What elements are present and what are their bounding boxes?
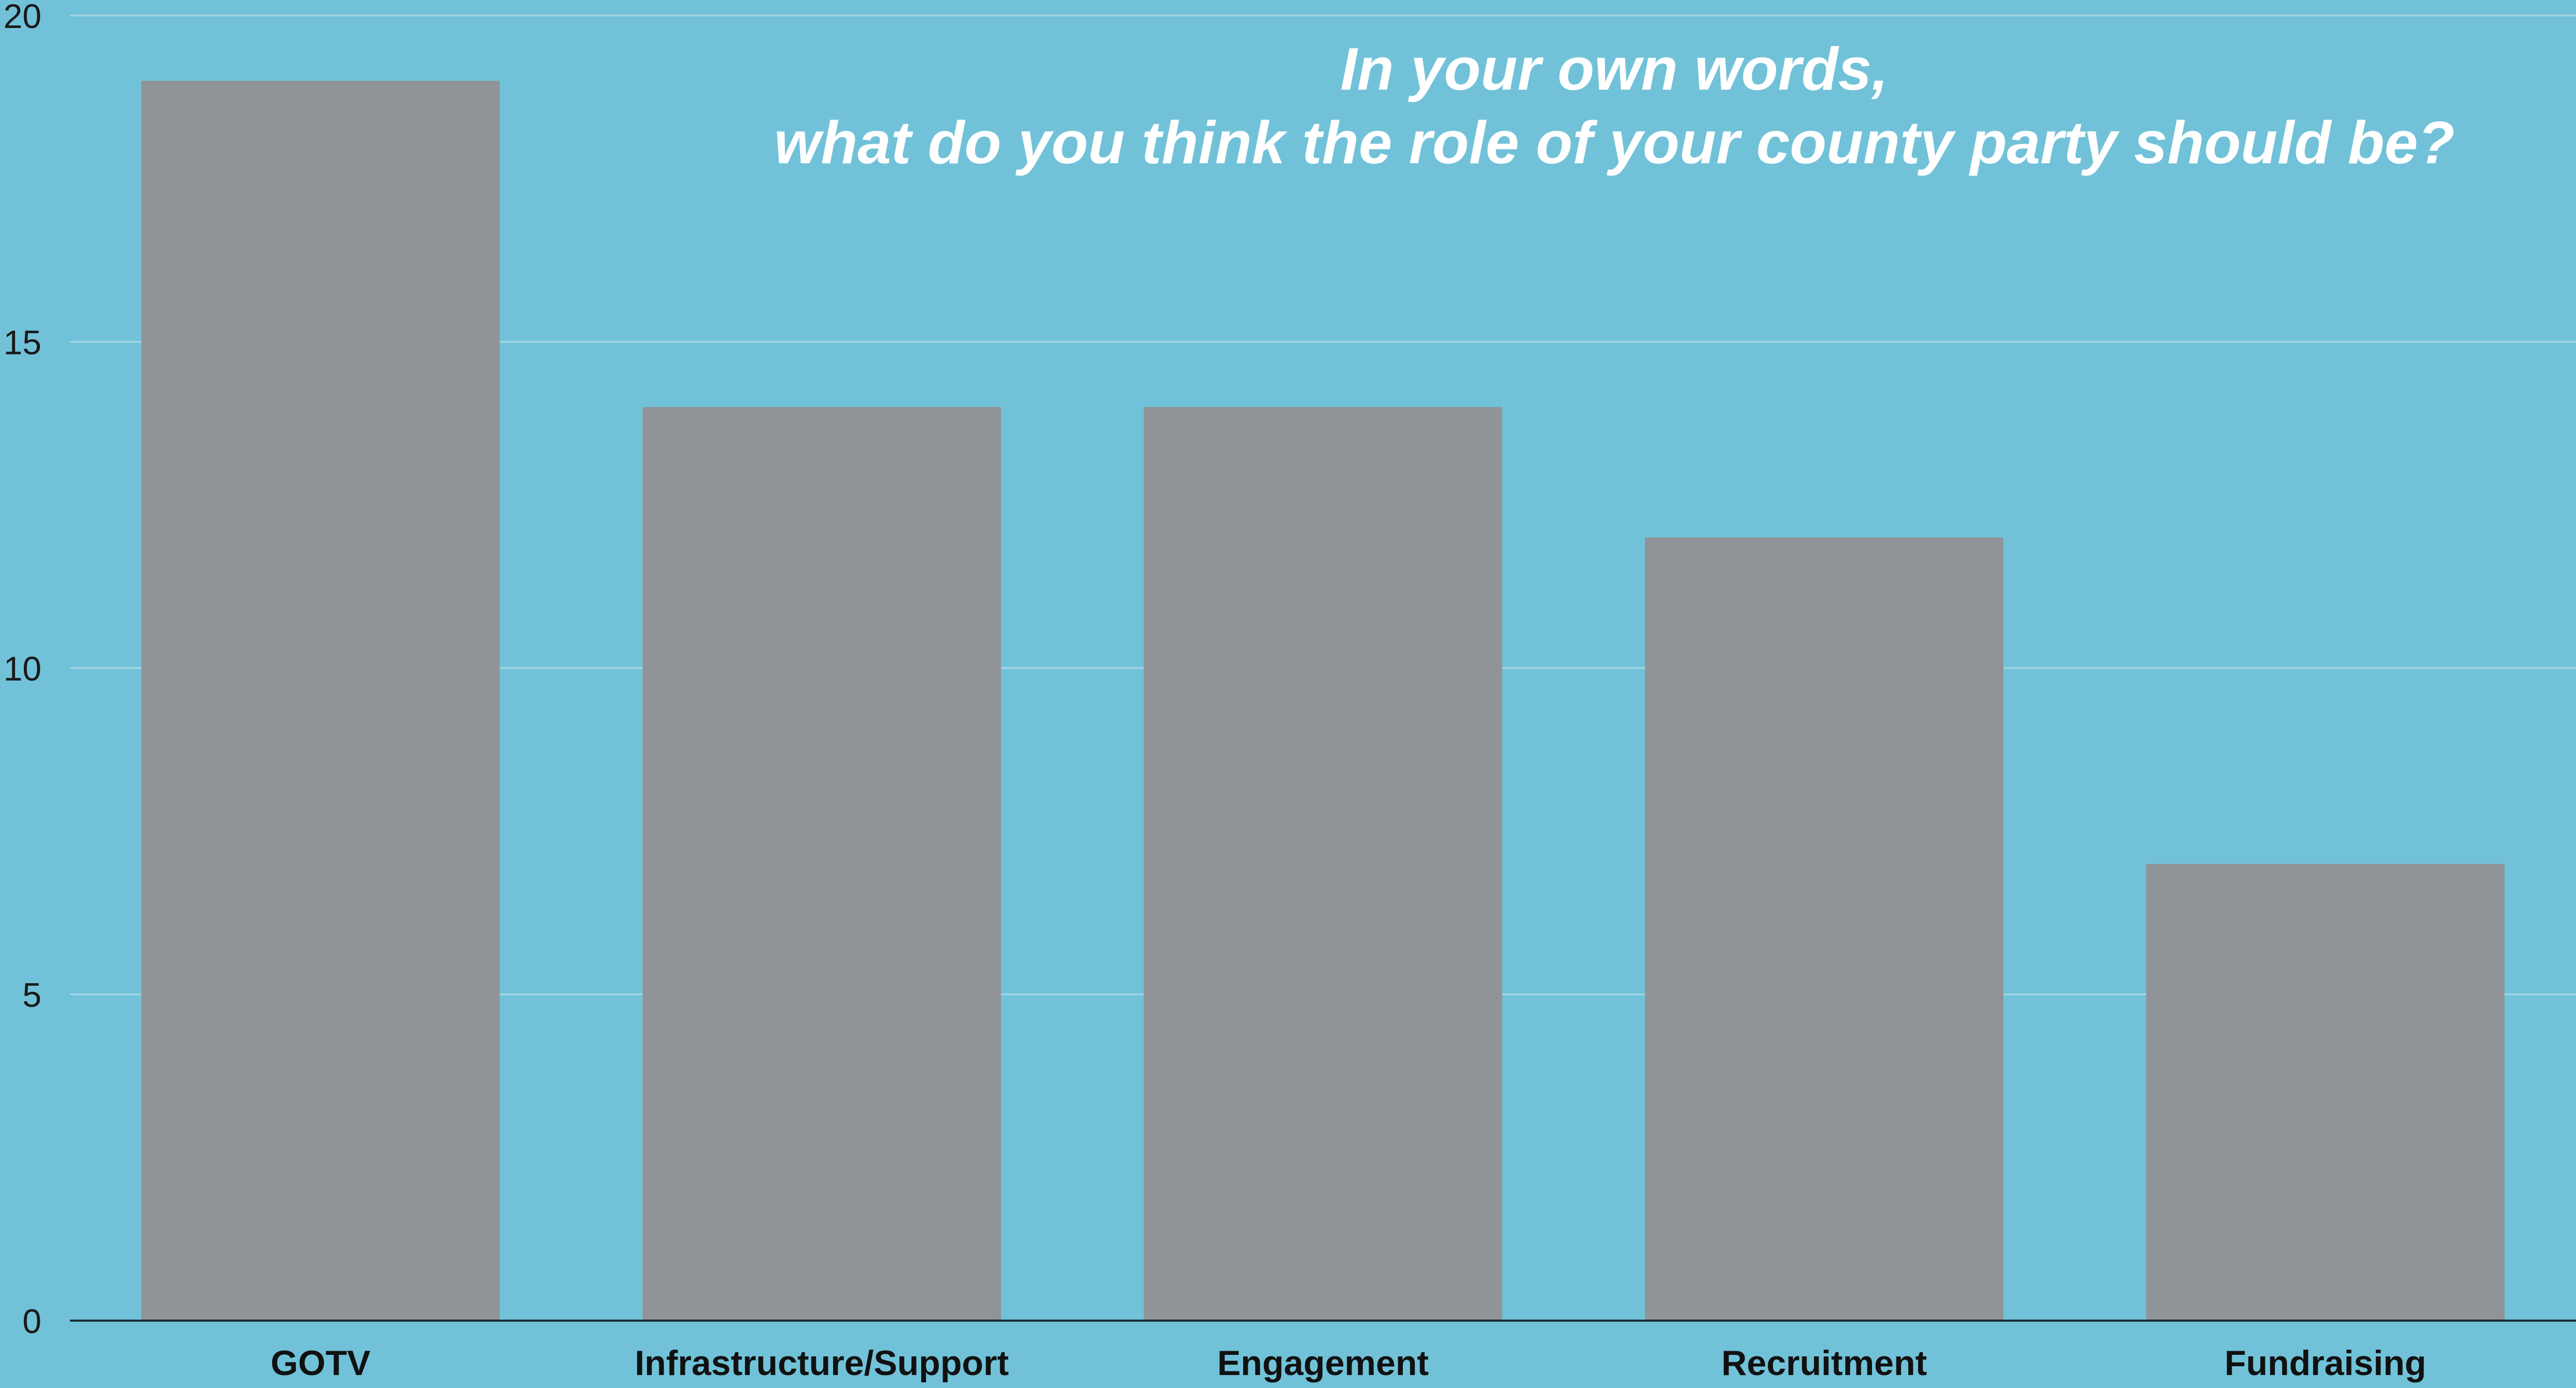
chart-title: In your own words, what do you think the…	[681, 32, 2547, 179]
chart-title-line-1: In your own words,	[1340, 35, 1889, 103]
chart-title-line-2: what do you think the role of your count…	[774, 109, 2455, 176]
x-tick-label: Recruitment	[1721, 1343, 1927, 1383]
bar	[141, 80, 500, 1321]
tick-labels: 0 5 10 15 20 GOTV Infrastructure/Support Engage…	[4, 0, 2427, 1383]
bars	[141, 80, 2505, 1321]
y-tick-label: 5	[22, 976, 41, 1014]
y-tick-label: 0	[22, 1302, 41, 1340]
bar	[1144, 407, 1502, 1321]
x-tick-label: Infrastructure/Support	[635, 1343, 1009, 1383]
x-tick-label: Fundraising	[2225, 1343, 2426, 1383]
x-tick-label: Engagement	[1217, 1343, 1429, 1383]
x-tick-label: GOTV	[271, 1343, 371, 1383]
bar	[1645, 537, 2004, 1321]
y-tick-label: 15	[4, 323, 41, 362]
bar	[642, 407, 1001, 1321]
y-tick-label: 20	[4, 0, 41, 35]
bar	[2146, 863, 2505, 1321]
y-tick-label: 10	[4, 649, 41, 688]
